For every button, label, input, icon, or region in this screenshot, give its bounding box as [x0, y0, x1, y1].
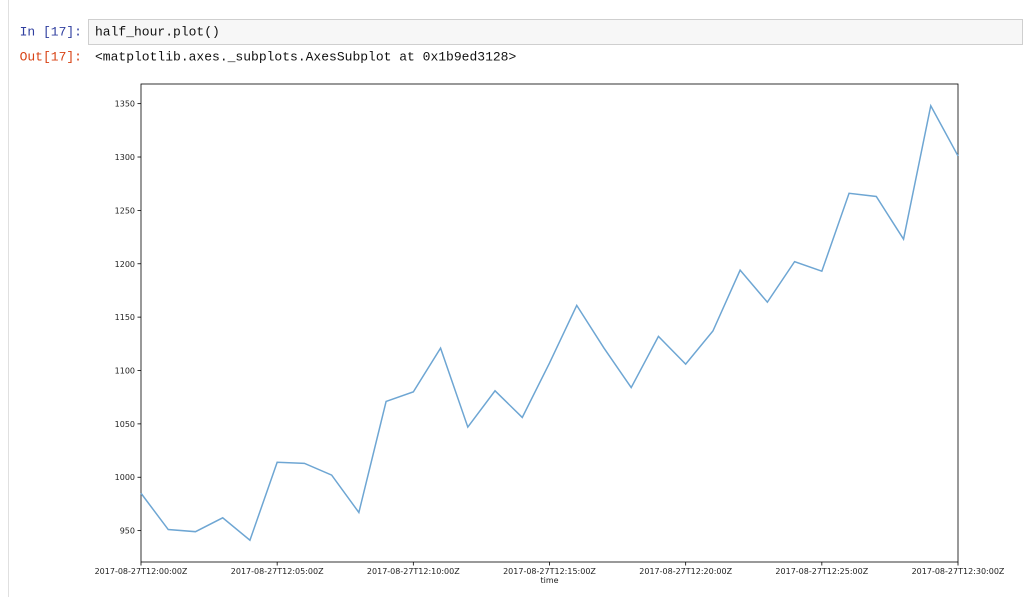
x-tick-label: 2017-08-27T12:25:00Z	[775, 567, 868, 576]
x-tick-label: 2017-08-27T12:10:00Z	[367, 567, 460, 576]
plot: 950 1000 1050 1100 1150 1200 1250 1300 1350 2017-…	[95, 83, 1005, 585]
y-tick-label: 1050	[115, 420, 135, 429]
x-axis-label: time	[540, 576, 558, 585]
x-tick-label: 2017-08-27T12:15:00Z	[503, 567, 596, 576]
plot-frame	[140, 83, 959, 563]
output-prompt: Out[17]:	[20, 49, 82, 64]
y-tick-label: 1000	[115, 473, 135, 482]
data-line	[140, 103, 959, 542]
y-tick-label: 1350	[115, 100, 135, 109]
y-tick-label: 1200	[115, 260, 135, 269]
input-area[interactable]	[88, 19, 1023, 45]
y-tick-label: 1150	[115, 313, 135, 322]
x-tick-label: 2017-08-27T12:20:00Z	[639, 567, 732, 576]
y-tick-label: 1300	[115, 153, 135, 162]
input-prompt: In [17]:	[20, 24, 82, 39]
y-tick-label: 1100	[115, 367, 135, 376]
input-code[interactable]: half_hour.plot()	[95, 24, 220, 39]
x-tick-label: 2017-08-27T12:05:00Z	[231, 567, 324, 576]
y-tick-label: 1250	[115, 206, 135, 215]
x-tick-label: 2017-08-27T12:00:00Z	[95, 567, 188, 576]
x-tick-label: 2017-08-27T12:30:00Z	[912, 567, 1005, 576]
y-tick-label: 950	[120, 527, 135, 536]
output-text: <matplotlib.axes._subplots.AxesSubplot a…	[95, 49, 516, 64]
